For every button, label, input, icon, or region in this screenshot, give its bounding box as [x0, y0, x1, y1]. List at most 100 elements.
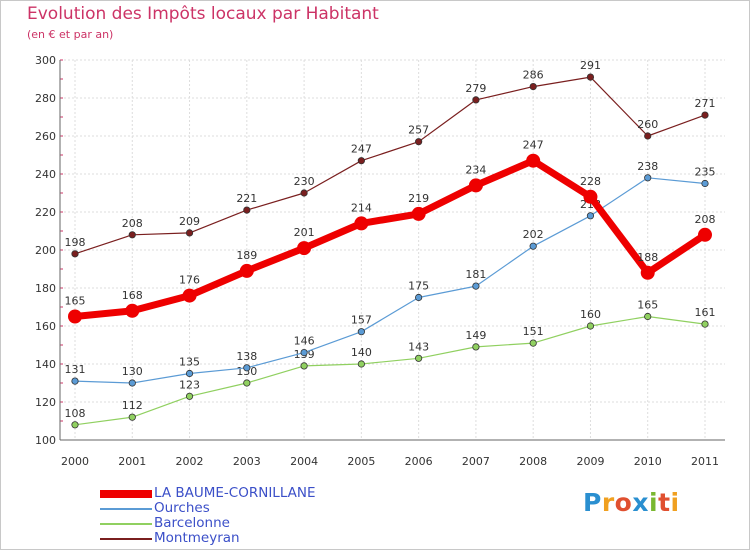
chart-subtitle: (en € et par an)	[27, 28, 114, 41]
data-label: 161	[695, 306, 716, 319]
data-point	[529, 339, 537, 347]
data-point	[586, 73, 595, 81]
data-label: 234	[465, 163, 486, 176]
data-point	[698, 227, 712, 242]
data-label: 214	[351, 201, 372, 214]
data-point	[644, 132, 652, 140]
y-tick-label-160: 160	[35, 320, 56, 333]
data-point	[586, 322, 595, 330]
y-tick-label-300: 300	[35, 54, 56, 67]
x-tick-label-2010: 2010	[634, 455, 662, 468]
series-line-2	[74, 177, 706, 384]
y-tick-label-180: 180	[35, 282, 56, 295]
y-tick-label-200: 200	[35, 244, 56, 257]
data-label: 209	[179, 215, 200, 228]
legend-swatch	[100, 489, 152, 498]
chart-title: Evolution des Impôts locaux par Habitant	[27, 4, 379, 24]
data-point	[243, 379, 251, 387]
data-point	[243, 364, 251, 372]
chart-legend: LA BAUME-CORNILLANE Ourches Barcelonne Mont…	[100, 486, 316, 546]
data-point	[185, 229, 194, 237]
data-label: 201	[294, 226, 315, 239]
data-point	[529, 83, 537, 91]
data-point	[68, 309, 82, 324]
data-label: 271	[695, 97, 716, 110]
data-point	[185, 369, 194, 378]
data-point	[526, 153, 541, 168]
data-label: 123	[179, 378, 200, 391]
data-point	[71, 377, 79, 385]
data-label: 140	[351, 346, 372, 359]
data-point	[128, 379, 136, 387]
data-label: 165	[65, 295, 86, 308]
legend-label: Barcelonne	[154, 515, 230, 531]
data-point	[300, 189, 308, 197]
data-label: 175	[408, 280, 429, 293]
data-label: 219	[408, 192, 429, 205]
series-line-0	[74, 76, 706, 255]
data-point	[586, 212, 595, 220]
data-point	[357, 328, 365, 336]
data-point	[468, 178, 483, 193]
x-tick-label-2006: 2006	[405, 455, 433, 468]
data-point	[182, 288, 197, 303]
data-label: 130	[122, 365, 143, 378]
data-label: 108	[65, 407, 86, 420]
legend-label: Montmeyran	[154, 530, 240, 546]
data-label: 143	[408, 340, 429, 353]
data-point	[415, 293, 423, 302]
data-point	[71, 250, 79, 258]
legend-swatch	[100, 537, 152, 540]
data-point	[128, 413, 136, 421]
data-label: 165	[637, 299, 658, 312]
data-label: 221	[236, 192, 257, 205]
legend-swatch	[100, 507, 152, 510]
data-point	[125, 303, 140, 318]
x-tick-label-2011: 2011	[691, 455, 719, 468]
data-point	[128, 231, 136, 239]
legend-swatch	[100, 522, 152, 525]
data-point	[415, 138, 423, 146]
data-point	[185, 392, 194, 400]
y-tick-label-140: 140	[35, 358, 56, 371]
data-label: 176	[179, 274, 200, 287]
series-line-1	[74, 315, 706, 426]
data-label: 188	[637, 251, 658, 264]
data-label: 247	[351, 143, 372, 156]
data-point	[357, 157, 365, 165]
data-point	[472, 343, 480, 351]
x-tick-label-2004: 2004	[290, 455, 318, 468]
data-point	[297, 241, 312, 256]
data-label: 151	[523, 325, 544, 338]
data-point	[701, 320, 709, 328]
data-label: 157	[351, 314, 372, 327]
data-label: 189	[236, 249, 257, 262]
x-tick-label-2009: 2009	[576, 455, 604, 468]
data-point	[701, 179, 709, 188]
y-tick-label-120: 120	[35, 396, 56, 409]
y-tick-label-100: 100	[35, 434, 56, 447]
x-tick-label-2000: 2000	[61, 455, 89, 468]
data-point	[300, 348, 308, 357]
data-point	[71, 421, 79, 429]
data-point	[411, 206, 426, 221]
legend-label: Ourches	[154, 500, 210, 516]
data-label: 238	[637, 160, 658, 173]
data-point	[415, 354, 423, 362]
data-label: 181	[465, 268, 486, 281]
data-point	[701, 111, 709, 119]
x-tick-label-2003: 2003	[233, 455, 261, 468]
x-tick-label-2007: 2007	[462, 455, 490, 468]
data-label: 198	[65, 236, 86, 249]
data-point	[644, 312, 652, 321]
legend-label: LA BAUME-CORNILLANE	[154, 485, 316, 501]
legend-item: Barcelonne	[100, 516, 316, 531]
data-label: 235	[695, 166, 716, 179]
data-label: 208	[122, 217, 143, 230]
data-label: 138	[236, 350, 257, 363]
data-point	[644, 174, 652, 182]
x-tick-label-2002: 2002	[176, 455, 204, 468]
legend-item: Montmeyran	[100, 531, 316, 546]
data-label: 202	[523, 228, 544, 241]
